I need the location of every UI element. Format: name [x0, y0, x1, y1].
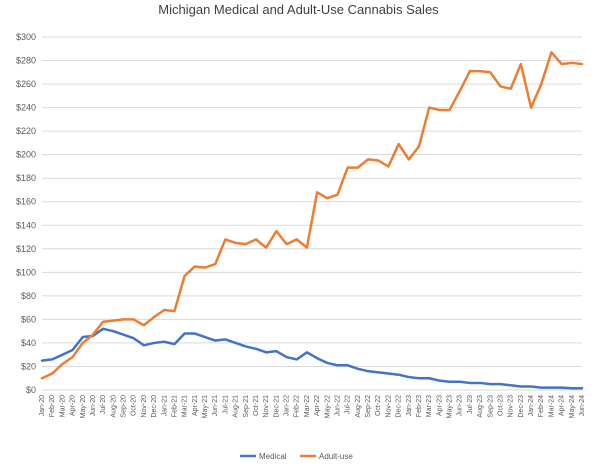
- y-tick-label: $0: [26, 385, 36, 395]
- series-line-adult-use: [40, 51, 584, 380]
- x-tick-label: Mar-20: [59, 395, 66, 417]
- x-tick-label: Oct-22: [375, 395, 382, 416]
- x-tick-label: Apr-21: [192, 395, 199, 416]
- x-tick-label: Sep-23: [487, 395, 494, 418]
- x-tick-label: Oct-20: [131, 395, 138, 416]
- chart-title: Michigan Medical and Adult-Use Cannabis …: [158, 2, 439, 17]
- x-tick-label: Jan-23: [406, 395, 413, 417]
- x-tick-label: Dec-20: [151, 395, 158, 418]
- y-tick-label: $20: [21, 361, 36, 371]
- x-tick-label: Aug-21: [233, 395, 240, 418]
- legend-label: Medical: [259, 452, 287, 461]
- y-tick-label: $300: [16, 32, 36, 42]
- x-tick-label: Jul-22: [345, 395, 352, 414]
- legend: Medical Adult-use: [240, 452, 353, 461]
- y-tick-label: $60: [21, 314, 36, 324]
- x-tick-label: Sep-21: [243, 395, 250, 418]
- x-tick-label: May-24: [569, 395, 576, 418]
- x-tick-label: Dec-23: [518, 395, 525, 418]
- x-tick-label: Jun-23: [457, 395, 464, 417]
- y-axis: $0 $20 $40 $60 $80 $100 $120 $140 $160 $180 $200 $2…: [16, 32, 36, 395]
- x-tick-label: Jun-20: [90, 395, 97, 417]
- x-tick-label: Mar-21: [182, 395, 189, 417]
- y-tick-label: $120: [16, 244, 36, 254]
- x-tick-label: May-20: [80, 395, 87, 418]
- y-tick-label: $220: [16, 126, 36, 136]
- x-tick-label: Aug-22: [355, 395, 362, 418]
- grid-layer: [42, 36, 582, 391]
- y-tick-label: $200: [16, 150, 36, 160]
- x-tick-label: Jul-23: [467, 395, 474, 414]
- y-tick-label: $40: [21, 338, 36, 348]
- x-tick-label: Jul-20: [100, 395, 107, 414]
- x-tick-label: Jan-21: [161, 395, 168, 417]
- x-tick-label: Oct-23: [497, 395, 504, 416]
- x-tick-label: Nov-22: [385, 395, 392, 418]
- x-tick-label: Aug-20: [110, 395, 117, 418]
- x-axis: Jan-20 Feb-20 Mar-20 Apr-20 May-20 Jun-20 Jul-…: [39, 395, 586, 418]
- x-tick-label: Dec-22: [396, 395, 403, 418]
- x-tick-label: Feb-21: [171, 395, 178, 417]
- x-tick-label: Feb-20: [49, 395, 56, 417]
- x-tick-label: Apr-23: [436, 395, 443, 416]
- x-tick-label: Sep-20: [121, 395, 128, 418]
- y-tick-label: $80: [21, 291, 36, 301]
- x-tick-label: Apr-22: [314, 395, 321, 416]
- x-tick-label: Nov-21: [263, 395, 270, 418]
- x-tick-label: Apr-24: [559, 395, 566, 416]
- x-tick-label: Jun-24: [579, 395, 586, 417]
- x-tick-label: Jun-21: [212, 395, 219, 417]
- y-tick-label: $180: [16, 173, 36, 183]
- x-tick-label: Nov-23: [508, 395, 515, 418]
- x-tick-label: May-23: [447, 395, 454, 418]
- x-tick-label: Jul-21: [222, 395, 229, 414]
- x-tick-label: Jan-22: [284, 395, 291, 417]
- x-tick-label: Mar-23: [426, 395, 433, 417]
- series-line-medical: [40, 327, 584, 390]
- y-tick-label: $280: [16, 56, 36, 66]
- x-tick-label: May-21: [202, 395, 209, 418]
- series-layer: [40, 51, 584, 390]
- x-tick-label: Jan-20: [39, 395, 46, 417]
- x-tick-label: Feb-23: [416, 395, 423, 417]
- x-tick-label: Aug-23: [477, 395, 484, 418]
- x-tick-label: Sep-22: [365, 395, 372, 418]
- x-tick-label: Mar-24: [548, 395, 555, 417]
- x-tick-label: Feb-22: [294, 395, 301, 417]
- x-tick-label: Nov-20: [141, 395, 148, 418]
- x-tick-label: Mar-22: [304, 395, 311, 417]
- legend-label: Adult-use: [319, 452, 353, 461]
- x-tick-label: Jan-24: [528, 395, 535, 417]
- y-tick-label: $100: [16, 267, 36, 277]
- x-tick-label: Oct-21: [253, 395, 260, 416]
- y-tick-label: $160: [16, 197, 36, 207]
- x-tick-label: Dec-21: [273, 395, 280, 418]
- x-tick-label: Feb-24: [538, 395, 545, 417]
- x-tick-label: Apr-20: [70, 395, 77, 416]
- x-tick-label: May-22: [324, 395, 331, 418]
- y-tick-label: $260: [16, 79, 36, 89]
- x-tick-label: Jun-22: [334, 395, 341, 417]
- y-tick-label: $140: [16, 220, 36, 230]
- y-tick-label: $240: [16, 103, 36, 113]
